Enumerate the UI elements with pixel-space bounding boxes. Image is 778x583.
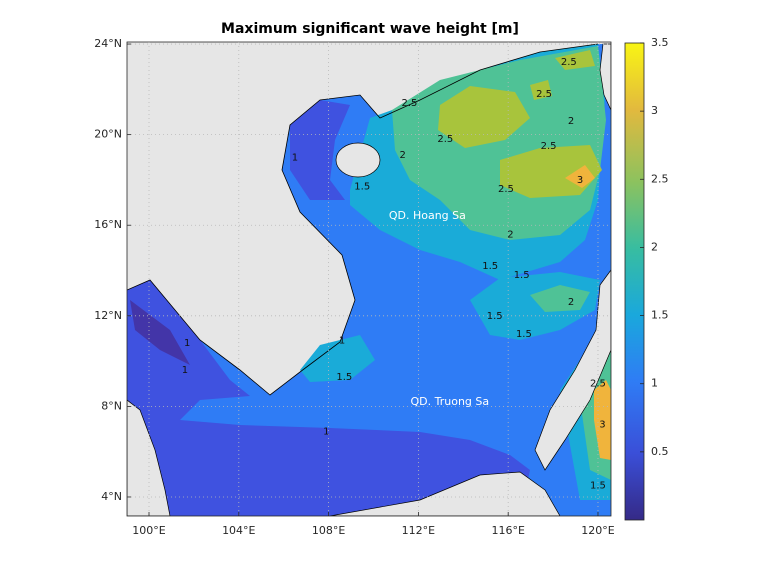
- contour-label: 1: [339, 336, 345, 347]
- tonkin-low: [290, 100, 350, 200]
- x-tick-label: 108°E: [312, 524, 345, 537]
- contour-label: 2.5: [590, 379, 606, 390]
- contour-label: 1: [182, 365, 188, 376]
- colorbar-tick-label: 1.5: [651, 309, 669, 322]
- map-title: Maximum significant wave height [m]: [221, 21, 519, 37]
- land-hainan: [335, 142, 381, 178]
- contour-label: 1: [323, 426, 329, 437]
- x-tick-label: 116°E: [491, 524, 524, 537]
- contour-label: 2: [568, 297, 574, 308]
- sea-highest: [565, 165, 595, 188]
- y-tick-label: 8°N: [101, 399, 122, 412]
- place-label: QD. Truong Sa: [411, 395, 490, 408]
- sea-higher: [438, 50, 602, 198]
- colorbar-tick-label: 0.5: [651, 445, 669, 458]
- contour-label: 2: [507, 229, 513, 240]
- contour-label: 1: [184, 338, 190, 349]
- x-tick-label: 104°E: [222, 524, 255, 537]
- land-taiwan: [599, 43, 611, 111]
- x-tick-label: 120°E: [581, 524, 614, 537]
- contour-label: 3: [577, 175, 583, 186]
- colorbar-tick-label: 2.5: [651, 172, 669, 185]
- land-philippines: [534, 269, 611, 471]
- contour-label: 1.5: [354, 182, 370, 193]
- y-tick-label: 16°N: [94, 218, 122, 231]
- contour-label: 1.5: [482, 261, 498, 272]
- contour-label: 2.5: [541, 141, 557, 152]
- contour-label: 3: [599, 420, 605, 431]
- contour-label: 2: [568, 116, 574, 127]
- contour-label: 1: [292, 152, 298, 163]
- sea-low: [127, 280, 530, 516]
- contour-label: 1.5: [487, 311, 503, 322]
- x-tick-label: 100°E: [132, 524, 165, 537]
- x-tick-label: 112°E: [402, 524, 435, 537]
- contour-label: 2.5: [561, 57, 577, 68]
- y-tick-label: 24°N: [94, 37, 122, 50]
- contour-label: 2.5: [498, 184, 514, 195]
- contour-label: 1.5: [514, 270, 530, 281]
- land-borneo: [329, 471, 561, 516]
- contour-label: 2: [399, 150, 405, 161]
- colorbar-tick-label: 3: [651, 104, 658, 117]
- coastline: [127, 43, 599, 396]
- y-tick-label: 4°N: [101, 490, 122, 503]
- colorbar-tick-label: 1: [651, 377, 658, 390]
- colorbar-tick-label: 2: [651, 240, 658, 253]
- axes-box: [126, 41, 612, 517]
- contour-label: 2.5: [437, 134, 453, 145]
- contour-label: 2.5: [536, 89, 552, 100]
- contour-label: 1.5: [590, 481, 606, 492]
- contour-label: 1.5: [336, 372, 352, 383]
- y-tick-label: 12°N: [94, 309, 122, 322]
- east-strip-peak: [594, 380, 611, 460]
- colorbar: [624, 42, 645, 521]
- y-tick-label: 20°N: [94, 128, 122, 141]
- place-label: QD. Hoang Sa: [389, 209, 466, 222]
- colorbar-tick-label: 3.5: [651, 36, 669, 49]
- map-area: [127, 42, 611, 516]
- contour-label: 2.5: [401, 98, 417, 109]
- contour-label: 1.5: [516, 329, 532, 340]
- land-malay: [127, 399, 171, 516]
